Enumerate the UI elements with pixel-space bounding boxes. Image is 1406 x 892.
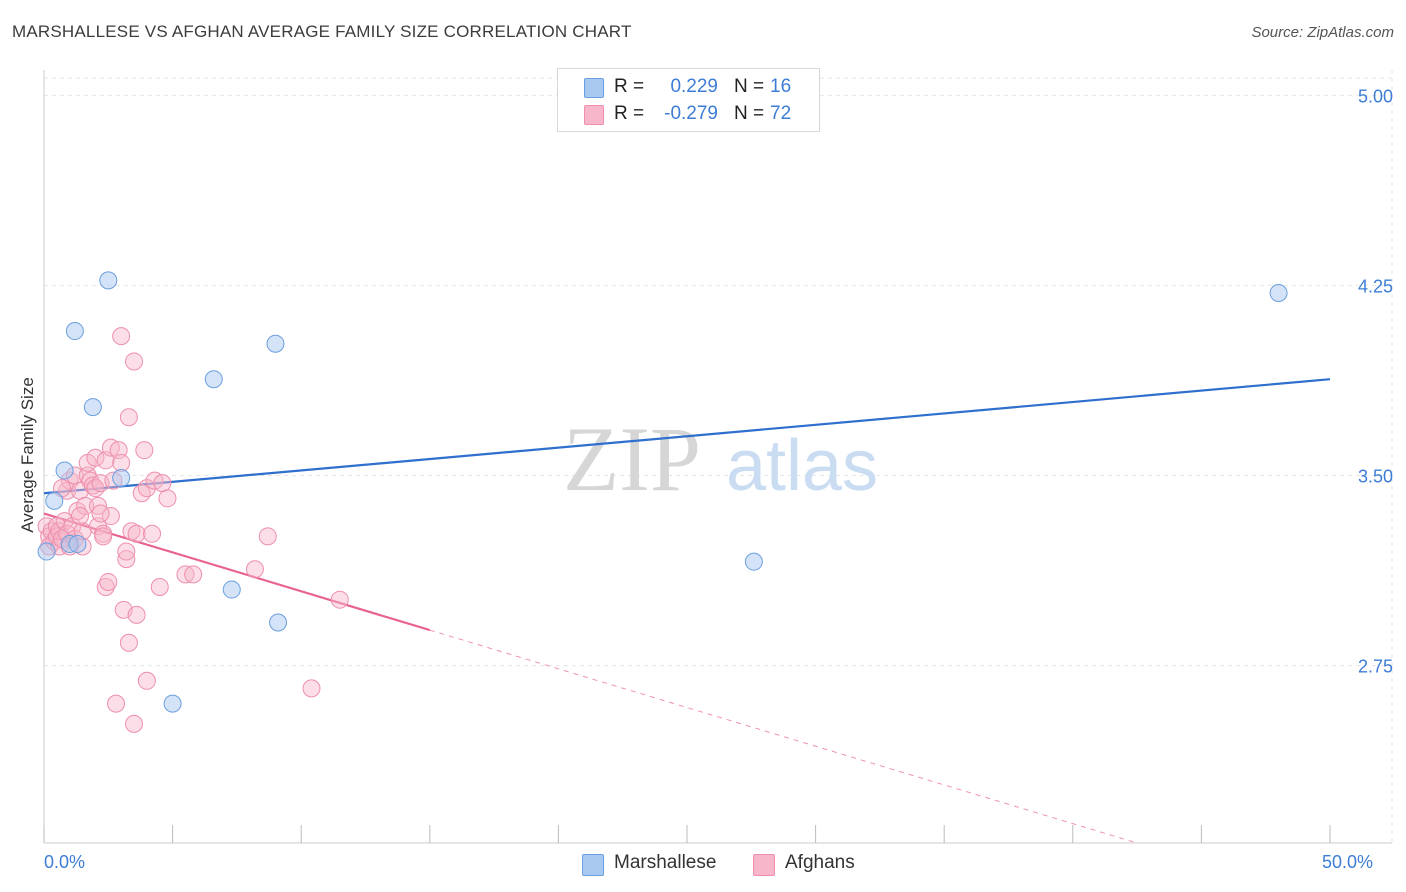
bottom-legend-swatch-afghans <box>753 854 775 876</box>
legend-n-value: 72 <box>770 103 792 124</box>
afghans-point <box>94 527 113 546</box>
watermark: ZIP atlas <box>563 408 878 510</box>
watermark-atlas: atlas <box>726 426 878 506</box>
legend-n-value: 16 <box>770 76 792 97</box>
marshallese-point <box>45 491 64 510</box>
marshallese-point <box>744 552 763 571</box>
afghans-point <box>125 714 144 733</box>
afghans-point <box>119 408 138 427</box>
data-points <box>37 271 1288 733</box>
legend-r-value: -0.279 <box>664 103 718 124</box>
watermark-zip: ZIP <box>563 408 701 510</box>
legend-n-label: N = <box>734 103 765 124</box>
bottom-legend-swatch-marshallese <box>582 854 604 876</box>
y-tick-label: 3.50 <box>1358 467 1393 487</box>
marshallese-point <box>55 461 74 480</box>
afghans-point <box>58 481 77 500</box>
afghans-point <box>91 504 110 523</box>
afghans-point <box>132 484 151 503</box>
x-axis-max-label: 50.0% <box>1322 852 1374 872</box>
marshallese-point <box>1269 284 1288 303</box>
legend-r-label: R = <box>614 103 645 124</box>
afghans-point <box>86 479 105 498</box>
gridlines <box>44 70 1393 843</box>
afghans-point <box>137 671 156 690</box>
afghans-point <box>158 489 177 508</box>
afghans-point <box>42 522 61 541</box>
x-axis-min-label: 0.0% <box>44 852 86 872</box>
bottom-legend-label: Marshallese <box>614 852 717 873</box>
afghans-point <box>127 524 146 543</box>
afghans-point <box>101 507 120 526</box>
chart-title: MARSHALLESE VS AFGHAN AVERAGE FAMILY SIZ… <box>12 22 632 41</box>
marshallese-point <box>269 613 288 632</box>
y-tick-label: 4.25 <box>1358 276 1393 296</box>
marshallese-point <box>37 542 56 561</box>
afghans-point <box>76 496 95 515</box>
afghans-point <box>99 572 118 591</box>
afghans-point <box>153 474 172 493</box>
legend-swatch-afghans <box>584 105 604 125</box>
bottom-legend-label: Afghans <box>785 852 855 873</box>
afghans-point <box>150 578 169 597</box>
y-tick-label: 2.75 <box>1358 657 1393 677</box>
marshallese-point <box>266 334 285 353</box>
marshallese-point <box>163 694 182 713</box>
afghans-point <box>117 542 136 561</box>
afghans-point <box>176 565 195 584</box>
legend-r-label: R = <box>614 76 645 97</box>
trend-lines <box>43 378 1331 844</box>
afghans-point <box>125 352 144 371</box>
afghans-point <box>86 448 105 467</box>
marshallese-point <box>222 580 241 599</box>
afghans-point <box>122 522 141 541</box>
afghans-point <box>112 327 131 346</box>
source-credit: Source: ZipAtlas.com <box>1251 24 1394 41</box>
afghans-point <box>127 605 146 624</box>
afghans-point <box>107 694 126 713</box>
legend-swatch-marshallese <box>584 78 604 98</box>
y-tick-labels: 2.75 3.50 4.25 5.00 <box>1358 86 1393 676</box>
trend-line-afghans <box>43 512 431 632</box>
marshallese-point <box>112 469 131 488</box>
afghans-point <box>302 679 321 698</box>
legend-n-label: N = <box>734 76 765 97</box>
marshallese-point <box>83 398 102 417</box>
afghans-point <box>112 453 131 472</box>
marshallese-point <box>68 534 87 553</box>
afghans-point <box>245 560 264 579</box>
afghans-point <box>119 633 138 652</box>
afghans-point <box>330 590 349 609</box>
afghans-point <box>143 524 162 543</box>
afghans-point <box>117 550 136 569</box>
afghans-point <box>184 565 203 584</box>
trend-line-afghans-extrapolated <box>429 629 1138 844</box>
afghans-point <box>96 578 115 597</box>
marshallese-point <box>65 322 84 341</box>
afghans-point <box>71 507 90 526</box>
marshallese-point <box>99 271 118 290</box>
legend-r-value: 0.229 <box>670 76 718 97</box>
trend-line-marshallese <box>43 378 1331 495</box>
correlation-legend: R = 0.229 N = 16 R = -0.279 N = 72 <box>557 68 820 132</box>
axes <box>43 70 1392 844</box>
marshallese-point <box>204 370 223 389</box>
afghans-point <box>258 527 277 546</box>
afghans-point <box>135 441 154 460</box>
y-tick-label: 5.00 <box>1358 86 1393 106</box>
